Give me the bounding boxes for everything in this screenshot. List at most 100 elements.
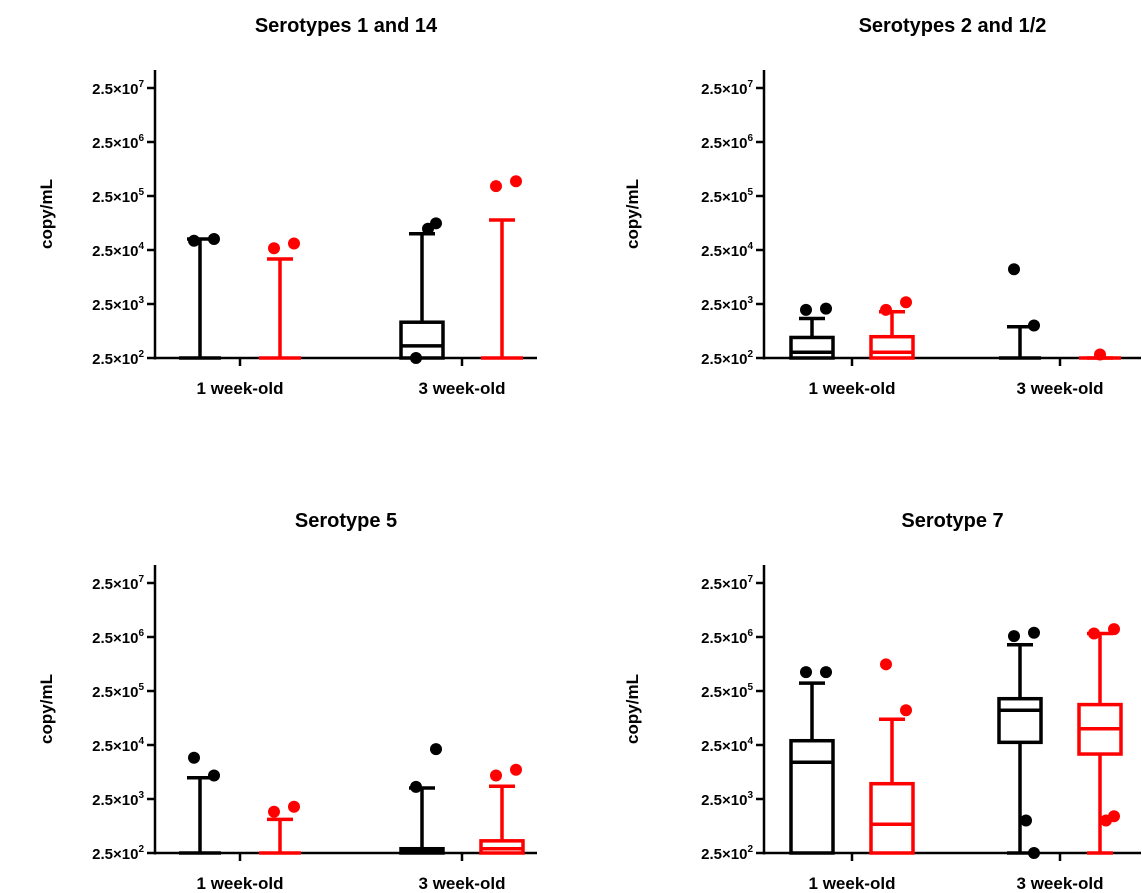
x-tick-label: 1 week-old xyxy=(197,874,284,893)
x-tick-label: 3 week-old xyxy=(419,379,506,398)
y-tick-label: 2.5×106 xyxy=(701,133,753,152)
box-plot xyxy=(1079,348,1121,361)
outlier-point xyxy=(188,234,200,247)
y-tick-label: 2.5×104 xyxy=(92,736,144,755)
outlier-point xyxy=(1008,630,1020,643)
outlier-point xyxy=(268,805,280,818)
box-plot xyxy=(869,296,915,360)
outlier-point xyxy=(900,296,912,309)
box-plot xyxy=(259,800,301,855)
chart-panel: Serotypes 1 and 14 copy/mL 2.5×102 2.5×103 2… xyxy=(37,15,537,398)
box-plot xyxy=(399,217,445,364)
y-axis-label: copy/mL xyxy=(37,179,56,249)
outlier-point xyxy=(1028,319,1040,332)
x-tick-label: 3 week-old xyxy=(419,874,506,893)
x-tick-label: 1 week-old xyxy=(809,379,896,398)
outlier-point xyxy=(490,180,502,193)
box-plot xyxy=(179,232,221,360)
box-plot xyxy=(869,658,915,855)
outlier-point xyxy=(1108,810,1120,823)
box-plot xyxy=(997,626,1043,859)
outlier-point xyxy=(820,302,832,315)
box-plot xyxy=(1077,623,1123,855)
chart-panel: Serotype 7 copy/mL 2.5×102 2.5×103 2.5×104 2.… xyxy=(623,510,1141,893)
y-tick-label: 2.5×102 xyxy=(92,349,144,368)
outlier-point xyxy=(1020,814,1032,827)
x-tick-label: 1 week-old xyxy=(197,379,284,398)
outlier-point xyxy=(1094,348,1106,361)
y-tick-label: 2.5×102 xyxy=(701,844,753,863)
outlier-point xyxy=(880,303,892,316)
outlier-point xyxy=(288,237,300,250)
y-tick-label: 2.5×104 xyxy=(92,241,144,260)
y-tick-label: 2.5×106 xyxy=(92,133,144,152)
outlier-point xyxy=(208,769,220,782)
box-iqr xyxy=(789,738,835,855)
chart-panel: Serotype 5 copy/mL 2.5×102 2.5×103 2.5×104 2.… xyxy=(37,510,537,893)
y-axis-label: copy/mL xyxy=(623,179,642,249)
box-iqr xyxy=(789,335,835,360)
x-tick-label: 1 week-old xyxy=(809,874,896,893)
chart-title: Serotypes 1 and 14 xyxy=(255,15,438,37)
outlier-point xyxy=(410,352,422,364)
outlier-point xyxy=(288,800,300,813)
y-tick-label: 2.5×103 xyxy=(92,295,144,314)
outlier-point xyxy=(422,222,434,235)
outlier-point xyxy=(1028,626,1040,639)
outlier-point xyxy=(410,780,422,793)
y-tick-label: 2.5×103 xyxy=(701,790,753,809)
y-tick-label: 2.5×104 xyxy=(701,736,753,755)
outlier-point xyxy=(800,303,812,316)
y-tick-label: 2.5×107 xyxy=(92,574,144,593)
outlier-point xyxy=(820,666,832,679)
y-tick-label: 2.5×104 xyxy=(701,241,753,260)
box-plot xyxy=(789,302,835,360)
box-plot xyxy=(179,751,221,855)
box-plot xyxy=(789,666,835,855)
x-tick-label: 3 week-old xyxy=(1017,874,1104,893)
y-tick-label: 2.5×102 xyxy=(92,844,144,863)
box-iqr xyxy=(479,839,525,855)
outlier-point xyxy=(188,751,200,764)
chart-title: Serotype 7 xyxy=(901,510,1003,532)
box-plot xyxy=(481,175,523,360)
x-tick-label: 3 week-old xyxy=(1017,379,1104,398)
outlier-point xyxy=(1088,627,1100,640)
box-plot xyxy=(399,743,445,855)
y-tick-label: 2.5×105 xyxy=(92,682,144,701)
outlier-point xyxy=(1108,623,1120,636)
y-axis-label: copy/mL xyxy=(37,674,56,744)
box-iqr xyxy=(997,696,1043,745)
y-axis-label: copy/mL xyxy=(623,674,642,744)
box-plot xyxy=(259,237,301,360)
y-tick-label: 2.5×107 xyxy=(701,574,753,593)
outlier-point xyxy=(800,666,812,679)
outlier-point xyxy=(900,704,912,717)
outlier-point xyxy=(1028,847,1040,859)
y-tick-label: 2.5×105 xyxy=(92,187,144,206)
outlier-point xyxy=(1008,263,1020,276)
chart-title: Serotype 5 xyxy=(295,510,397,532)
y-tick-label: 2.5×103 xyxy=(92,790,144,809)
y-tick-label: 2.5×105 xyxy=(701,682,753,701)
y-tick-label: 2.5×106 xyxy=(701,628,753,647)
y-tick-label: 2.5×103 xyxy=(701,295,753,314)
chart-panel: Serotypes 2 and 1/2 copy/mL 2.5×102 2.5×103… xyxy=(623,15,1141,398)
y-tick-label: 2.5×107 xyxy=(701,79,753,98)
chart-title: Serotypes 2 and 1/2 xyxy=(859,15,1047,37)
y-tick-label: 2.5×106 xyxy=(92,628,144,647)
outlier-point xyxy=(430,743,442,756)
outlier-point xyxy=(880,658,892,671)
box-iqr xyxy=(869,334,915,360)
outlier-point xyxy=(268,242,280,255)
outlier-point xyxy=(208,232,220,245)
outlier-point xyxy=(510,763,522,776)
y-tick-label: 2.5×105 xyxy=(701,187,753,206)
y-tick-label: 2.5×107 xyxy=(92,79,144,98)
outlier-point xyxy=(490,769,502,782)
box-plot xyxy=(479,763,525,855)
box-iqr xyxy=(399,320,445,360)
outlier-point xyxy=(510,175,522,188)
y-tick-label: 2.5×102 xyxy=(701,349,753,368)
